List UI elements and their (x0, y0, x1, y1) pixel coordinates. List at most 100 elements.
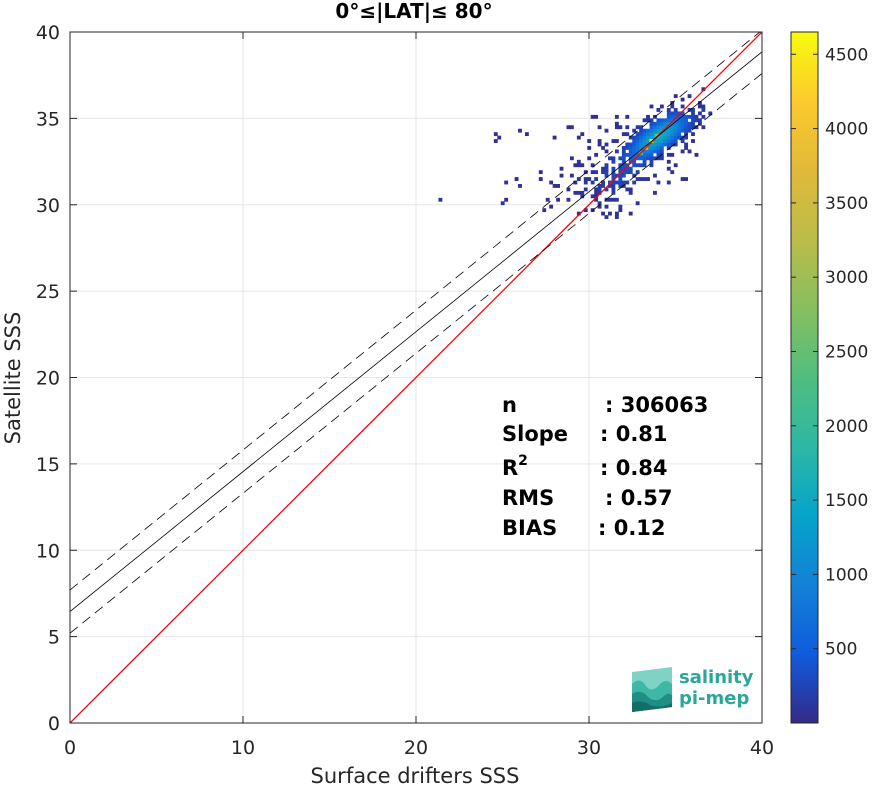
reference-lines (70, 32, 762, 723)
heatmap-cell (653, 146, 657, 150)
heatmap-cell (649, 152, 654, 157)
stat-label: R2 (502, 453, 528, 480)
heatmap-cell (656, 149, 661, 154)
heatmap-cell (684, 135, 689, 140)
heatmap-cell (504, 180, 509, 185)
heatmap-cell (625, 152, 630, 157)
heatmap-cell (653, 142, 657, 147)
heatmap-cell (632, 156, 637, 161)
heatmap-cell (646, 149, 650, 154)
heatmap-cell (649, 104, 654, 109)
heatmap-cell (632, 180, 637, 185)
heatmap-cell (614, 197, 619, 202)
heatmap-cell (691, 114, 695, 119)
upper-bound-line (70, 32, 761, 591)
heatmap-cell (642, 132, 647, 137)
heatmap-cell (666, 111, 671, 116)
heatmap-cell (673, 163, 678, 168)
heatmap-cell (621, 163, 626, 168)
heatmap-cell (604, 149, 609, 154)
heatmap-cell (569, 125, 574, 130)
heatmap-cell (514, 177, 519, 181)
heatmap-cell (642, 135, 647, 140)
heatmap-cell (649, 128, 654, 133)
heatmap-cell (635, 146, 640, 150)
heatmap-cell (680, 114, 685, 119)
heatmap-cell (684, 128, 689, 133)
heatmap-cell (680, 104, 685, 109)
stat-label: Slope (502, 422, 568, 446)
stat-label: n (502, 393, 517, 417)
heatmap-cell (597, 139, 602, 143)
heatmap-cell (587, 146, 592, 150)
heatmap-cell (597, 142, 602, 147)
heatmap-cell (670, 128, 675, 133)
heatmap-cell (573, 180, 578, 185)
heatmap-cell (594, 197, 599, 202)
heatmap-cell (635, 156, 640, 161)
heatmap-cell (569, 173, 574, 178)
heatmap-cell (635, 177, 640, 181)
heatmap-cell (659, 149, 664, 154)
y-tick-label: 30 (36, 195, 60, 217)
heatmap-cell (656, 118, 661, 123)
heatmap-cell (635, 142, 640, 147)
heatmap-cell (580, 163, 585, 168)
heatmap-cell (642, 142, 647, 147)
heatmap-cell (566, 187, 571, 192)
heatmap-cell (697, 118, 702, 123)
heatmap-cell (659, 139, 664, 143)
heatmap-cell (680, 149, 685, 154)
heatmap-cell (614, 211, 619, 216)
heatmap-cell (680, 111, 685, 116)
heatmap-cell (649, 118, 654, 123)
heatmap-cell (684, 177, 689, 181)
heatmap-cell (673, 132, 678, 137)
heatmap-cell (625, 142, 630, 147)
heatmap-cell (604, 187, 609, 192)
heatmap-cell (621, 146, 626, 150)
heatmap-cell (611, 190, 616, 195)
x-tick-label: 40 (750, 737, 774, 759)
heatmap-cell (673, 108, 678, 112)
heatmap-cell (687, 128, 692, 133)
heatmap-cell (646, 177, 650, 181)
heatmap-cell (597, 201, 602, 206)
heatmap-cell (632, 163, 637, 168)
heatmap-cell (659, 118, 664, 123)
heatmap-cell (697, 121, 702, 126)
heatmap-cell (639, 139, 644, 143)
heatmap-cell (666, 135, 671, 140)
heatmap-cell (576, 211, 581, 216)
heatmap-cell (701, 125, 706, 130)
y-tick-label: 10 (36, 540, 60, 562)
heatmap-cell (701, 108, 706, 112)
heatmap-cell (604, 215, 609, 219)
colorbar (790, 31, 819, 724)
heatmap-cell (639, 125, 644, 130)
heatmap-cell (621, 149, 626, 154)
heatmap-cell (628, 135, 633, 140)
heatmap-cell (673, 114, 678, 119)
heatmap-cell (653, 128, 657, 133)
heatmap-cell (500, 201, 505, 206)
y-tick-label: 0 (48, 713, 60, 735)
heatmap-cell (604, 142, 609, 147)
heatmap-cell (608, 156, 612, 161)
heatmap-cell (621, 156, 626, 161)
heatmap-cell (666, 114, 671, 119)
heatmap-cell (666, 139, 671, 143)
heatmap-cell (687, 114, 692, 119)
colorbar-tick-label: 4500 (825, 45, 868, 65)
heatmap-cell (670, 104, 675, 109)
heatmap-cell (614, 180, 619, 185)
heatmap-cell (611, 177, 616, 181)
heatmap-cell (632, 135, 637, 140)
heatmap-cell (642, 149, 647, 154)
heatmap-cell (687, 121, 692, 126)
heatmap-cell (601, 211, 605, 216)
heatmap-cell (684, 146, 689, 150)
heatmap-cell (618, 156, 623, 161)
heatmap-cell (573, 163, 578, 168)
